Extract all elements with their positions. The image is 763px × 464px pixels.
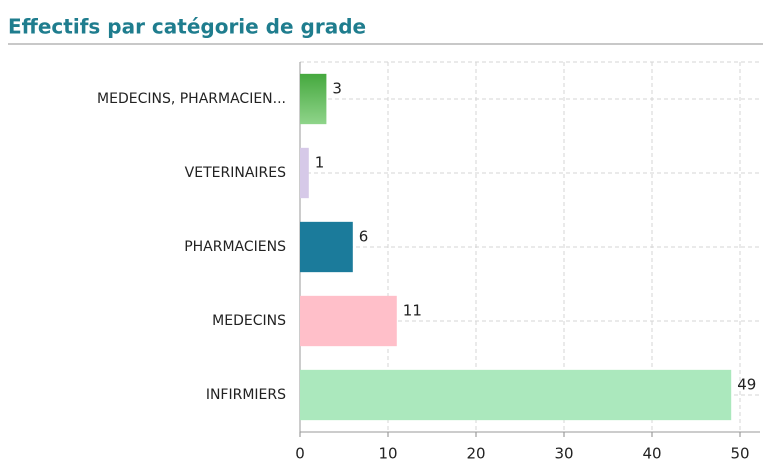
bar [300, 295, 397, 347]
x-tick-label: 40 [642, 445, 661, 463]
x-tick-label: 50 [730, 445, 749, 463]
y-tick-label: VETERINAIRES [185, 165, 286, 181]
bar [300, 221, 353, 273]
bar [300, 73, 327, 125]
y-tick-label: INFIRMIERS [206, 387, 286, 403]
x-tick-label: 10 [378, 445, 397, 463]
y-tick-label: PHARMACIENS [184, 239, 286, 255]
bar [300, 147, 309, 199]
value-label: 49 [737, 376, 756, 394]
value-label: 3 [332, 80, 342, 98]
x-tick-label: 20 [466, 445, 485, 463]
x-tick-label: 30 [554, 445, 573, 463]
chart-title: Effectifs par catégorie de grade [8, 15, 366, 39]
bar [300, 369, 732, 421]
y-tick-label: MEDECINS, PHARMACIEN... [97, 91, 286, 107]
value-label: 6 [359, 228, 369, 246]
y-tick-label: MEDECINS [212, 313, 286, 329]
value-label: 11 [403, 302, 422, 320]
value-label: 1 [315, 154, 325, 172]
x-tick-label: 0 [295, 445, 305, 463]
